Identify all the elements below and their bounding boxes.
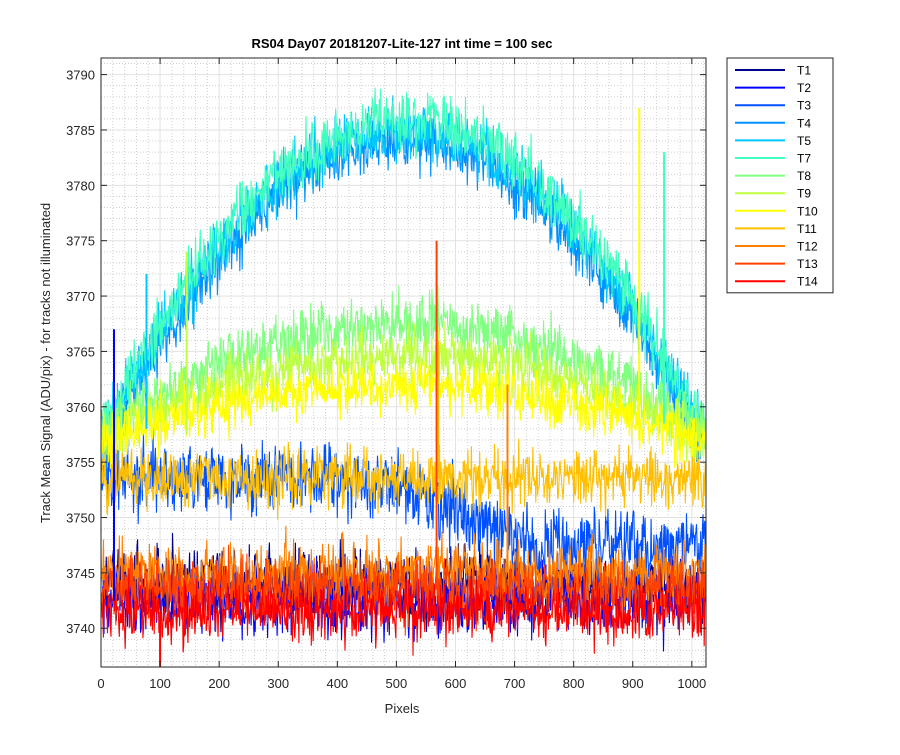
legend-item-t1[interactable]: T1 [735,64,811,78]
x-tick-label: 800 [563,676,585,691]
legend-item-t14[interactable]: T14 [735,275,818,289]
legend-label: T3 [797,99,811,113]
series-line-t7 [100,87,706,462]
y-tick-label: 3750 [66,511,95,526]
legend-label: T7 [797,152,811,166]
legend-label: T10 [797,204,818,218]
x-tick-label: 1000 [677,676,706,691]
x-axis-label: Pixels [385,701,420,716]
legend-label: T11 [797,222,817,236]
legend-item-t7[interactable]: T7 [735,152,811,166]
series-line-t13 [100,544,706,636]
x-tick-label: 900 [622,676,644,691]
legend-label: T13 [797,257,818,271]
legend-label: T14 [797,275,818,289]
legend-item-t3[interactable]: T3 [735,99,811,113]
series-line-t2 [100,555,706,652]
y-tick-label: 3765 [66,344,95,359]
y-tick-label: 3755 [66,455,95,470]
legend-item-t13[interactable]: T13 [735,257,818,271]
legend-item-t12[interactable]: T12 [735,240,818,254]
legend-item-t4[interactable]: T4 [735,116,811,130]
y-tick-label: 3790 [66,68,95,83]
series-line-t9 [100,321,706,472]
y-tick-label: 3785 [66,123,95,138]
x-tick-label: 0 [97,676,104,691]
x-tick-label: 200 [208,676,230,691]
legend-item-t2[interactable]: T2 [735,81,811,95]
series-line-t10 [100,354,706,469]
legend[interactable]: T1 T2 T3 T4 T5 T7 T8 T9 T10 T11 T12 T13 T14 [726,57,834,294]
plot-frame [100,57,707,668]
legend-item-t10[interactable]: T10 [735,204,818,218]
series-lines [100,87,706,667]
x-tick-label: 600 [445,676,467,691]
legend-item-t9[interactable]: T9 [735,187,811,201]
x-tick-label: 400 [326,676,348,691]
y-tick-label: 3745 [66,566,95,581]
legend-label: T1 [797,64,811,78]
legend-label: T12 [797,240,818,254]
x-tick-label: 100 [149,676,171,691]
x-tick-label: 700 [504,676,526,691]
y-tick-label: 3780 [66,178,95,193]
y-tick-label: 3770 [66,289,95,304]
legend-item-t5[interactable]: T5 [735,134,811,148]
legend-item-t11[interactable]: T11 [735,222,817,236]
chart-title: RS04 Day07 20181207-Lite-127 int time = … [252,36,553,51]
y-tick-label: 3775 [66,234,95,249]
series-line-t11 [100,438,706,520]
legend-label: T9 [797,187,811,201]
y-tick-label: 3740 [66,621,95,636]
series-line-t14 [100,567,706,656]
x-tick-label: 300 [267,676,289,691]
y-axis-label: Track Mean Signal (ADU/pix) - for tracks… [38,203,53,523]
legend-label: T8 [797,169,811,183]
legend-label: T2 [797,81,811,95]
legend-label: T4 [797,116,811,130]
x-tick-label: 500 [386,676,408,691]
legend-label: T5 [797,134,811,148]
legend-item-t8[interactable]: T8 [735,169,811,183]
axis-ticks: 0 100 200 300 400 500 600 700 800 900 1000 3740 3745… [66,58,706,691]
y-tick-label: 3760 [66,400,95,415]
